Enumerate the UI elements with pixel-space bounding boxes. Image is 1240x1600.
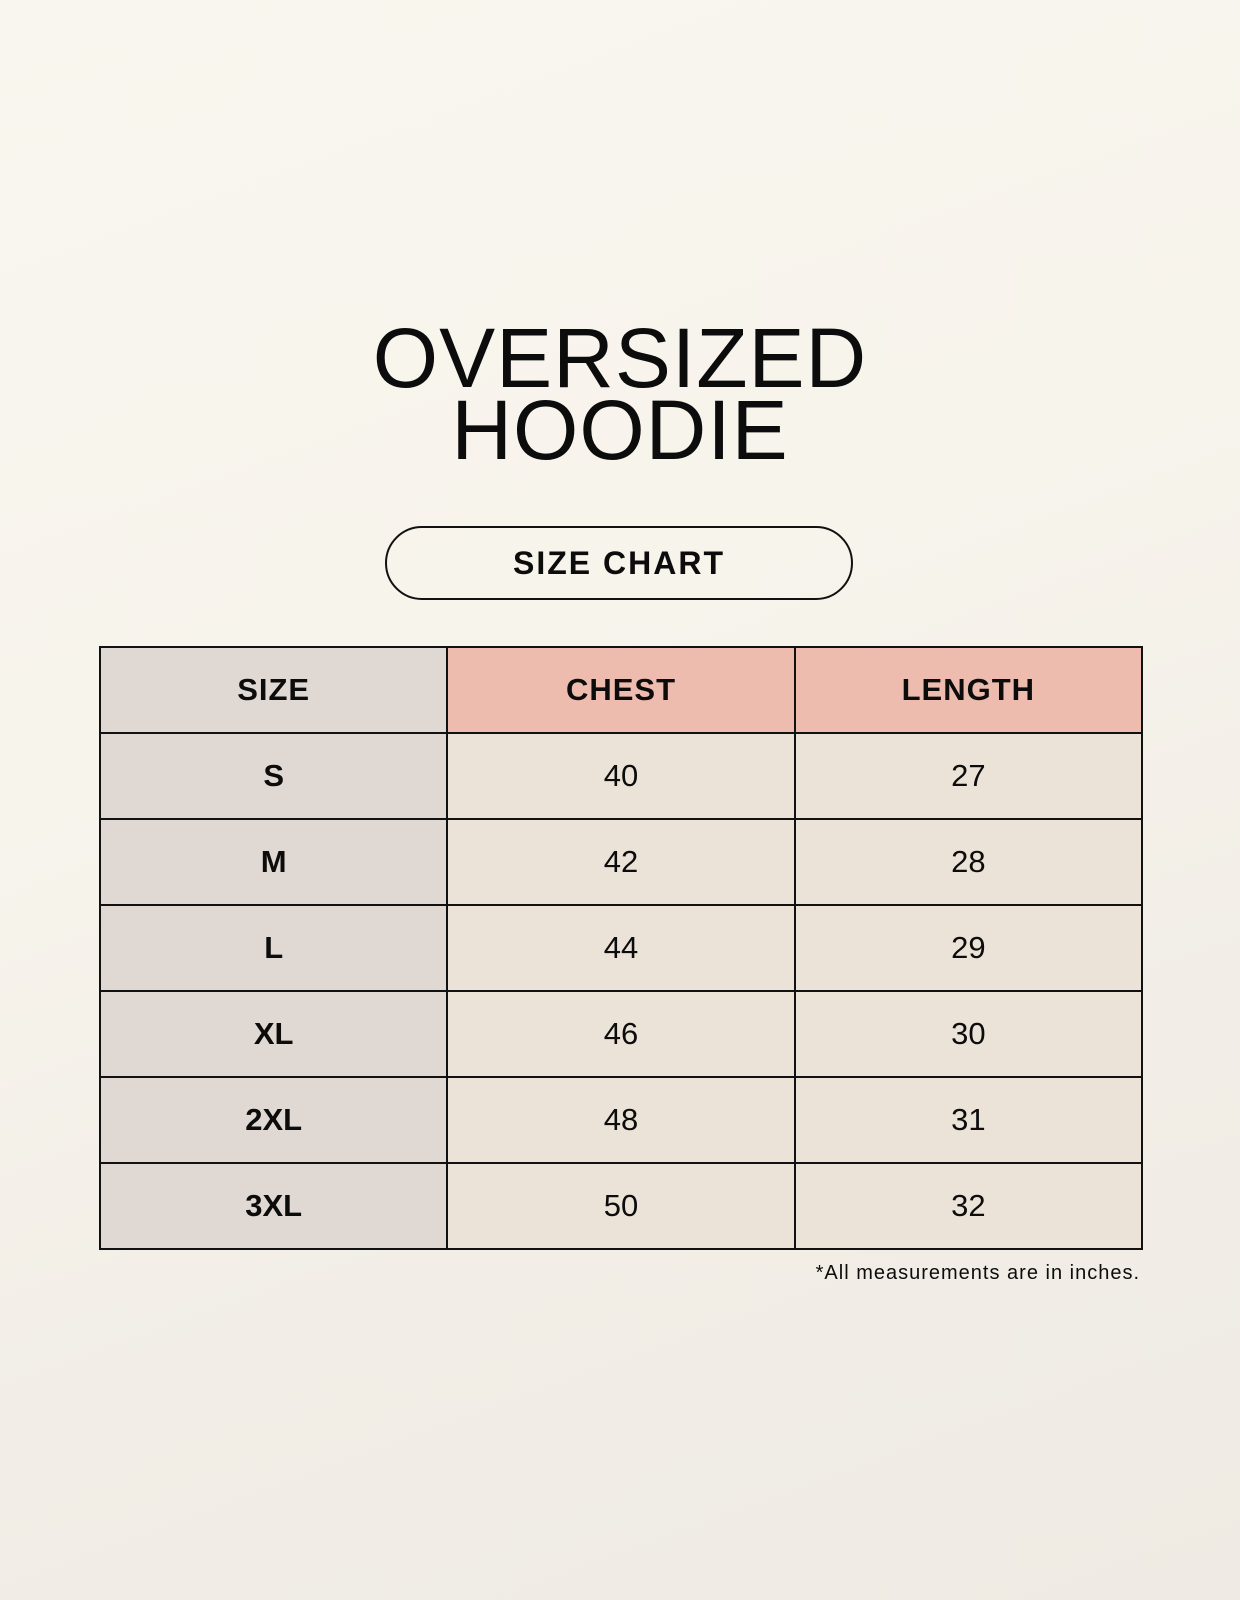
cell-chest: 40: [446, 732, 796, 820]
table-row: L 44 29: [98, 904, 1144, 992]
cell-chest: 44: [446, 904, 796, 992]
cell-size: 2XL: [98, 1076, 449, 1164]
cell-length: 27: [793, 732, 1144, 820]
table-header-row: SIZE CHEST LENGTH: [98, 646, 1144, 734]
cell-size: XL: [98, 990, 449, 1078]
title-line-2: HOODIE: [451, 383, 789, 477]
size-table: SIZE CHEST LENGTH S 40 27 M 42 28 L 44 29 XL 46 30 2…: [98, 646, 1144, 1250]
table-row: 3XL 50 32: [98, 1162, 1144, 1250]
header-length: LENGTH: [793, 646, 1144, 734]
table-row: M 42 28: [98, 818, 1144, 906]
cell-length: 29: [793, 904, 1144, 992]
footnote: *All measurements are in inches.: [815, 1262, 1140, 1284]
cell-size: M: [98, 818, 449, 906]
table-row: XL 46 30: [98, 990, 1144, 1078]
cell-length: 30: [793, 990, 1144, 1078]
cell-length: 31: [793, 1076, 1144, 1164]
size-chart-badge: SIZE CHART: [385, 526, 853, 600]
table-row: S 40 27: [98, 732, 1144, 820]
page-title: OVERSIZED HOODIE: [0, 311, 1240, 477]
title-line-1: OVERSIZED: [372, 311, 868, 405]
table-row: 2XL 48 31: [98, 1076, 1144, 1164]
header-size: SIZE: [98, 646, 449, 734]
cell-chest: 42: [446, 818, 796, 906]
cell-chest: 46: [446, 990, 796, 1078]
cell-size: L: [98, 904, 449, 992]
cell-length: 32: [793, 1162, 1144, 1250]
cell-chest: 50: [446, 1162, 796, 1250]
header-chest: CHEST: [446, 646, 796, 734]
cell-chest: 48: [446, 1076, 796, 1164]
cell-size: 3XL: [98, 1162, 449, 1250]
cell-size: S: [98, 732, 449, 820]
cell-length: 28: [793, 818, 1144, 906]
